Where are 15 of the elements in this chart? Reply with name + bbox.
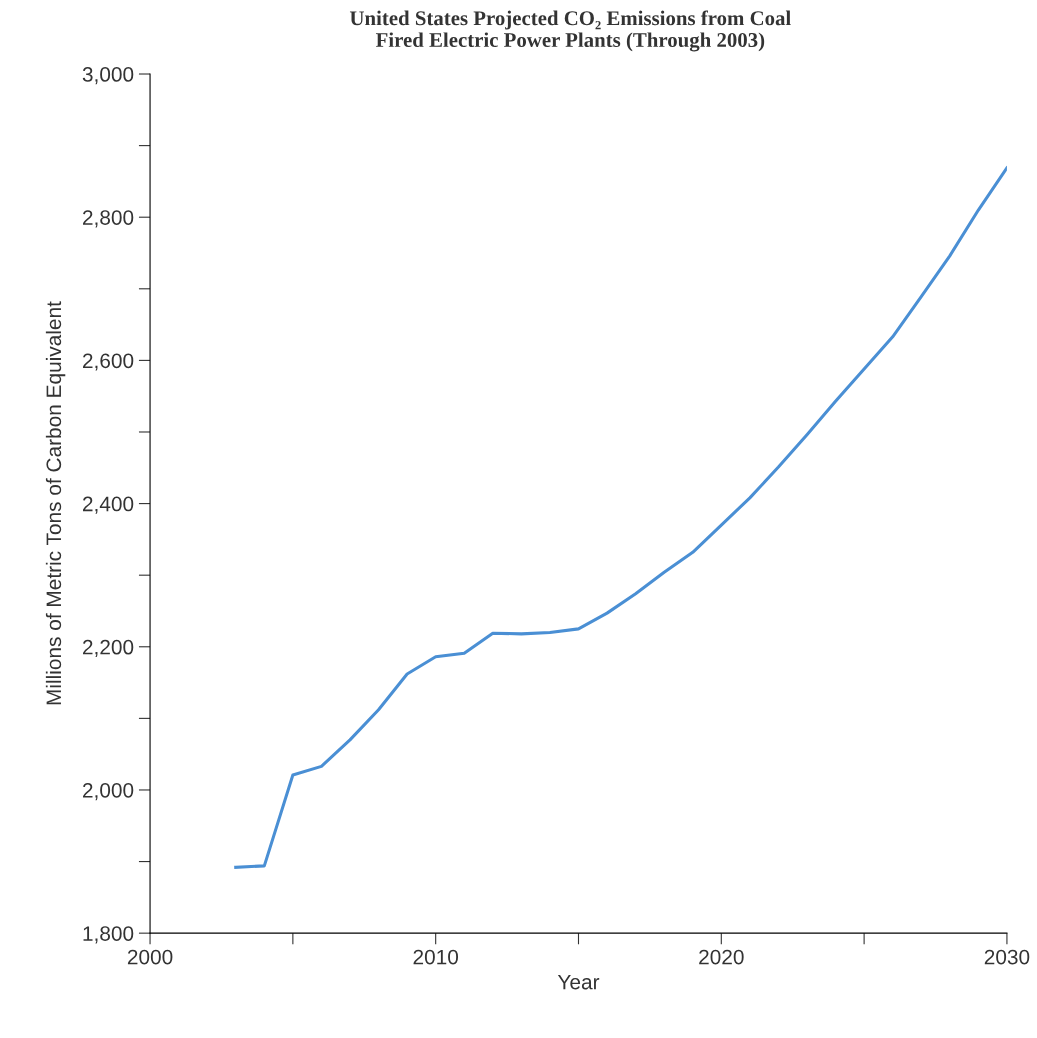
x-tick-label: 2020 [699,949,744,965]
y-tick-label: 2,800 [83,210,134,228]
y-tick-label: 2,600 [83,353,134,371]
y-tick-label: 2,000 [83,782,134,801]
x-tick-label: 2000 [127,949,173,965]
y-axis-title: Millions of Metric Tons of Carbon Equivalent [45,301,66,705]
y-tick-label: 2,400 [83,496,134,514]
line-series [234,166,1007,869]
y-tick-label: 1,800 [83,926,134,944]
x-tick-label: 2030 [984,949,1030,965]
y-tick-label: 3,000 [82,67,134,85]
chart-title: United States Projected CO₂ Emissions from Coal Fired Electric Power Plants (Through 2003) [349,10,791,52]
x-tick-label: 2010 [413,949,459,965]
y-tick-label: 2,200 [83,639,134,657]
x-axis-title: Year [557,974,600,990]
